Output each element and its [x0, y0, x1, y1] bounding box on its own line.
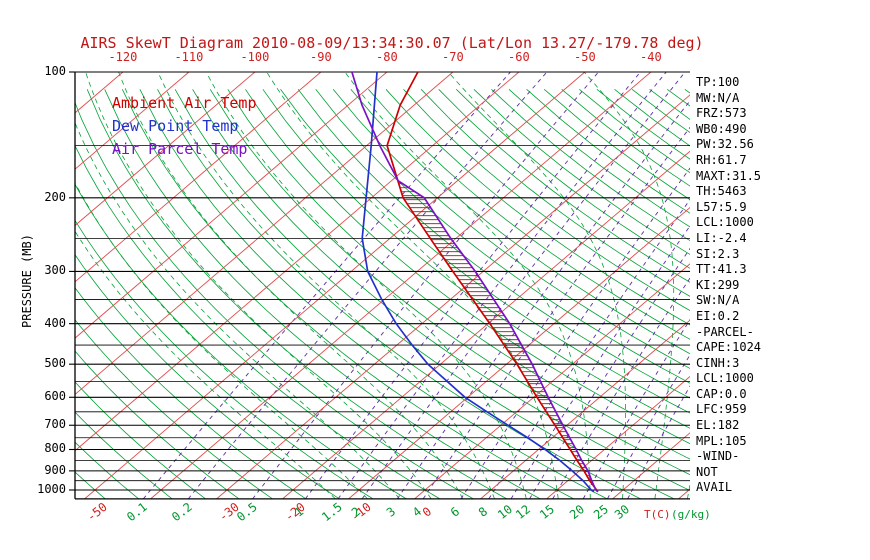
stats-line: MAXT:31.5	[696, 168, 762, 183]
dry-adiabat-lines	[75, 88, 690, 499]
stats-line: LFC:959	[696, 402, 747, 417]
stats-line: LI:-2.4	[696, 230, 747, 245]
stats-line: LCL:1000	[696, 215, 754, 230]
stats-line: MPL:105	[696, 433, 747, 448]
stats-line: L57:5.9	[696, 199, 747, 214]
sounding-curves	[351, 72, 599, 493]
legend-item-air-parcel-temp: Air Parcel Temp	[112, 140, 248, 158]
stats-line: PW:32.56	[696, 137, 754, 152]
moist-adiabat-lines	[75, 72, 690, 499]
stats-line: TT:41.3	[696, 262, 747, 277]
stats-line: LCL:1000	[696, 371, 754, 386]
stats-line: CINH:3	[696, 355, 740, 370]
stats-line: KI:299	[696, 277, 740, 292]
legend-item-dew-point-temp: Dew Point Temp	[112, 117, 239, 135]
stats-line: TP:100	[696, 75, 740, 89]
stats-line: -WIND-	[696, 449, 740, 464]
stats-line: NOT	[696, 464, 718, 479]
chart-title: AIRS SkewT Diagram 2010-08-09/13:34:30.0…	[80, 34, 704, 52]
stats-line: EI:0.2	[696, 308, 740, 323]
stats-panel: TP:100 MW:N/A FRZ:573 WB0:490 PW:32.56 RH:61.…	[696, 75, 761, 496]
stats-line: RH:61.7	[696, 152, 747, 167]
cape-hatch-area	[398, 183, 592, 481]
stats-line: AVAIL	[696, 480, 733, 495]
stats-line: FRZ:573	[696, 106, 747, 121]
legend: Ambient Air Temp Dew Point Temp Air Parcel…	[112, 92, 257, 161]
stats-line: CAP:0.0	[696, 386, 747, 401]
stats-line: TH:5463	[696, 184, 747, 199]
stats-line: SW:N/A	[696, 293, 740, 308]
pressure-axis-label: PRESSURE (MB)	[20, 234, 34, 328]
stats-line: -PARCEL-	[696, 324, 754, 339]
stats-line: MW:N/A	[696, 90, 740, 105]
stats-line: WB0:490	[696, 121, 747, 136]
stats-line: SI:2.3	[696, 246, 740, 261]
legend-item-ambient-air-temp: Ambient Air Temp	[112, 94, 257, 112]
stats-line: EL:182	[696, 418, 740, 433]
stats-line: CAPE:1024	[696, 340, 762, 355]
